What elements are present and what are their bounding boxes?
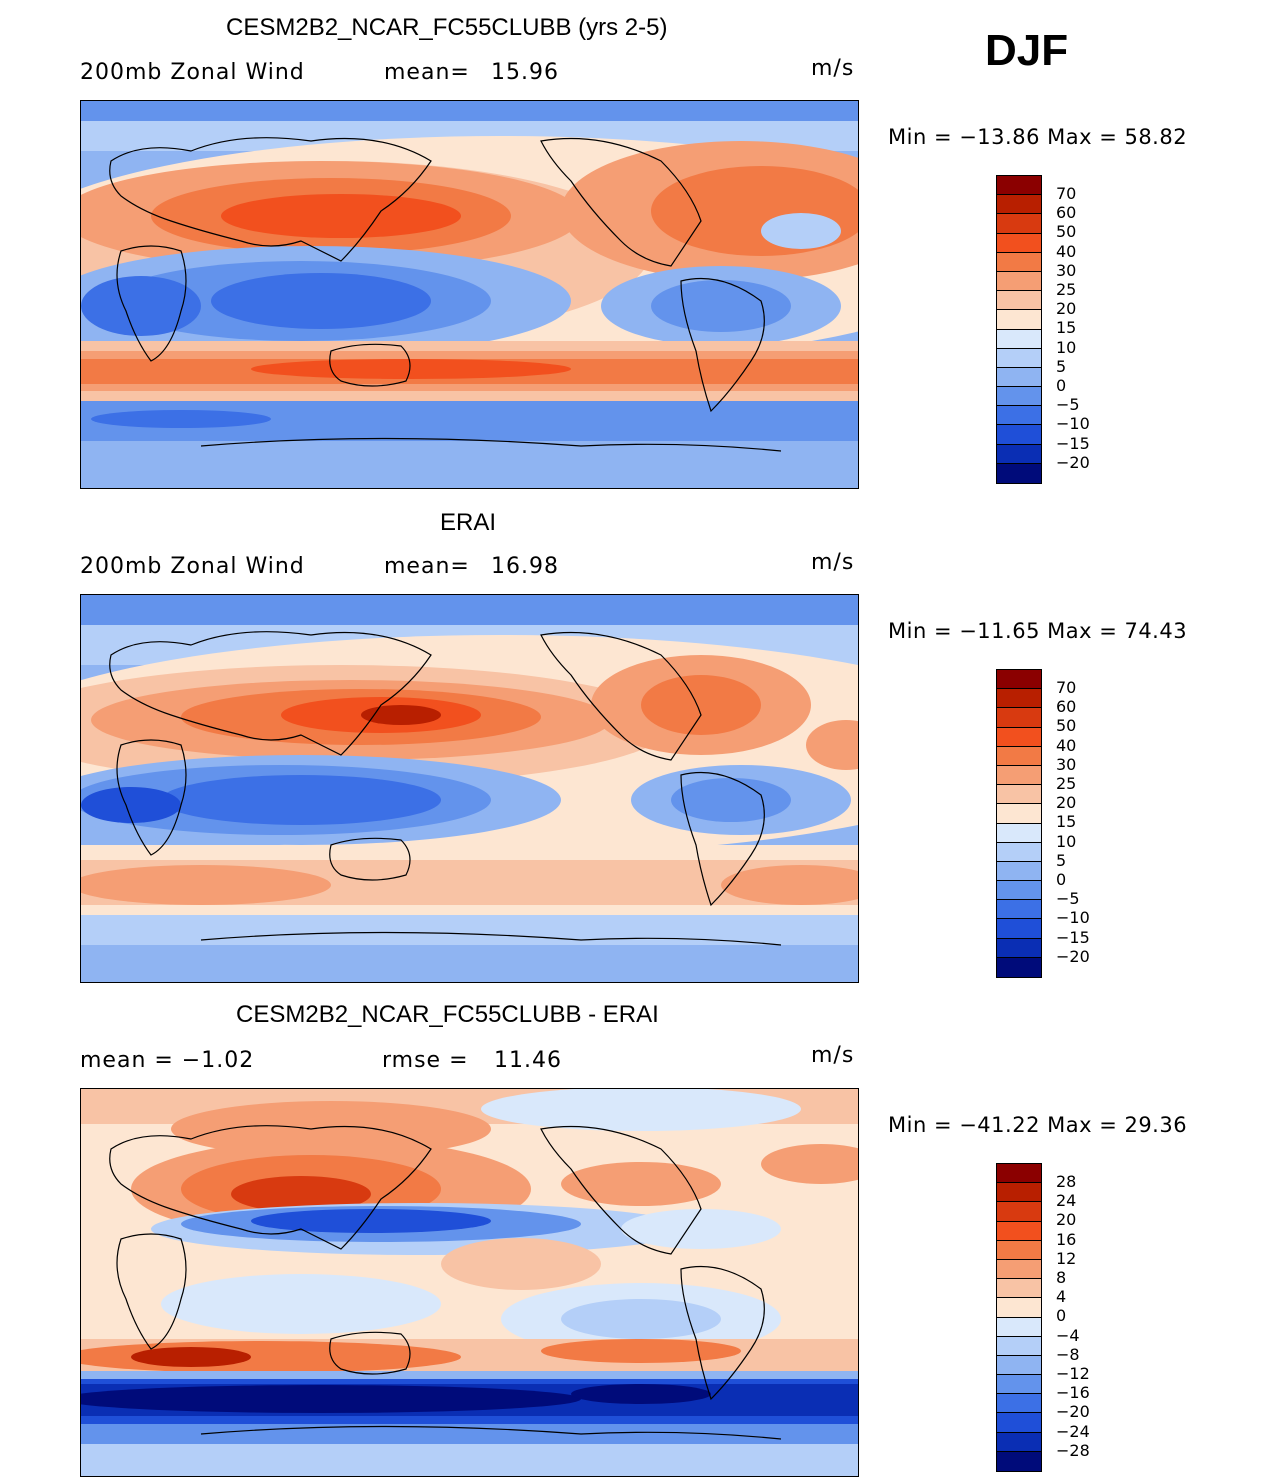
colorbar-label: −20	[1056, 452, 1090, 472]
panel-1-units: m/s	[811, 56, 855, 81]
panel-3-units: m/s	[811, 1043, 855, 1068]
panel-1-minmax: Min = −13.86 Max = 58.82	[888, 125, 1188, 149]
colorbar-label: 5	[1056, 356, 1067, 376]
panel-1-map	[80, 100, 859, 489]
colorbar-label: −5	[1056, 395, 1080, 415]
colorbar-label: 15	[1056, 812, 1077, 832]
colorbar-label: 60	[1056, 697, 1077, 717]
panel-2-variable-label: 200mb Zonal Wind	[80, 554, 305, 579]
colorbar-label: 10	[1056, 831, 1077, 851]
colorbar-label: −15	[1056, 927, 1090, 947]
colorbar-label: 5	[1056, 850, 1067, 870]
panel-1-field	[81, 101, 858, 488]
colorbar-label: 20	[1056, 793, 1077, 813]
panel-2-units: m/s	[811, 550, 855, 575]
panel-2-stat-label: mean=	[384, 554, 470, 579]
panel-2-minmax: Min = −11.65 Max = 74.43	[888, 619, 1188, 643]
panel-2-colorbar	[996, 669, 1042, 978]
panel-1-title: CESM2B2_NCAR_FC55CLUBB (yrs 2-5)	[226, 14, 668, 41]
colorbar-label: −20	[1056, 946, 1090, 966]
colorbar-label: −10	[1056, 908, 1090, 928]
colorbar-label: 25	[1056, 280, 1077, 299]
colorbar-label: 24	[1056, 1191, 1077, 1211]
colorbar-label: −24	[1056, 1421, 1090, 1441]
colorbar-label: 0	[1056, 1306, 1067, 1326]
colorbar-label: 16	[1056, 1229, 1077, 1249]
colorbar-label: 30	[1056, 260, 1077, 280]
colorbar-label: −5	[1056, 889, 1080, 909]
colorbar-label: 20	[1056, 1210, 1077, 1230]
panel-2-map	[80, 594, 859, 983]
colorbar-label: 70	[1056, 184, 1077, 203]
colorbar-label: 4	[1056, 1287, 1067, 1307]
colorbar-label: −28	[1056, 1440, 1090, 1460]
colorbar-label: 8	[1056, 1268, 1067, 1287]
colorbar-label: 40	[1056, 241, 1077, 261]
colorbar-label: 40	[1056, 735, 1077, 755]
panel-1-stat-label: mean=	[384, 60, 470, 85]
colorbar-label: 15	[1056, 318, 1077, 338]
panel-3-title: CESM2B2_NCAR_FC55CLUBB - ERAI	[236, 1001, 659, 1028]
colorbar-label: 70	[1056, 678, 1077, 697]
panel-3-field	[81, 1089, 858, 1476]
colorbar-label: −8	[1056, 1344, 1080, 1364]
panel-2-stat-value: 16.98	[491, 554, 559, 579]
panel-3-stat-label: rmse =	[382, 1048, 469, 1073]
panel-3-mean-label: mean = −1.02	[80, 1048, 255, 1073]
colorbar-label: 30	[1056, 754, 1077, 774]
panel-1-stat-value: 15.96	[491, 60, 559, 85]
colorbar-label: 0	[1056, 870, 1067, 889]
panel-1-variable-label: 200mb Zonal Wind	[80, 60, 305, 85]
colorbar-label: −20	[1056, 1402, 1090, 1422]
panel-3-stat-value: 11.46	[494, 1048, 562, 1073]
colorbar-label: 12	[1056, 1248, 1077, 1268]
colorbar-label: 60	[1056, 203, 1077, 223]
panel-2-field	[81, 595, 858, 982]
colorbar-label: 28	[1056, 1172, 1077, 1191]
panel-1-colorbar	[996, 175, 1042, 484]
season-label: DJF	[985, 26, 1069, 75]
panel-3-map	[80, 1088, 859, 1477]
colorbar-label: −10	[1056, 414, 1090, 434]
colorbar-label: 10	[1056, 337, 1077, 357]
colorbar-label: 50	[1056, 222, 1077, 242]
colorbar-label: −12	[1056, 1364, 1090, 1383]
colorbar-label: 0	[1056, 376, 1067, 395]
panel-3-colorbar	[996, 1163, 1042, 1472]
panel-3-minmax: Min = −41.22 Max = 29.36	[888, 1113, 1188, 1137]
colorbar-label: 20	[1056, 299, 1077, 319]
colorbar-label: −16	[1056, 1383, 1090, 1403]
colorbar-label: −15	[1056, 433, 1090, 453]
colorbar-label: −4	[1056, 1325, 1080, 1345]
panel-2-title: ERAI	[440, 509, 497, 536]
colorbar-label: 25	[1056, 774, 1077, 793]
colorbar-label: 50	[1056, 716, 1077, 736]
